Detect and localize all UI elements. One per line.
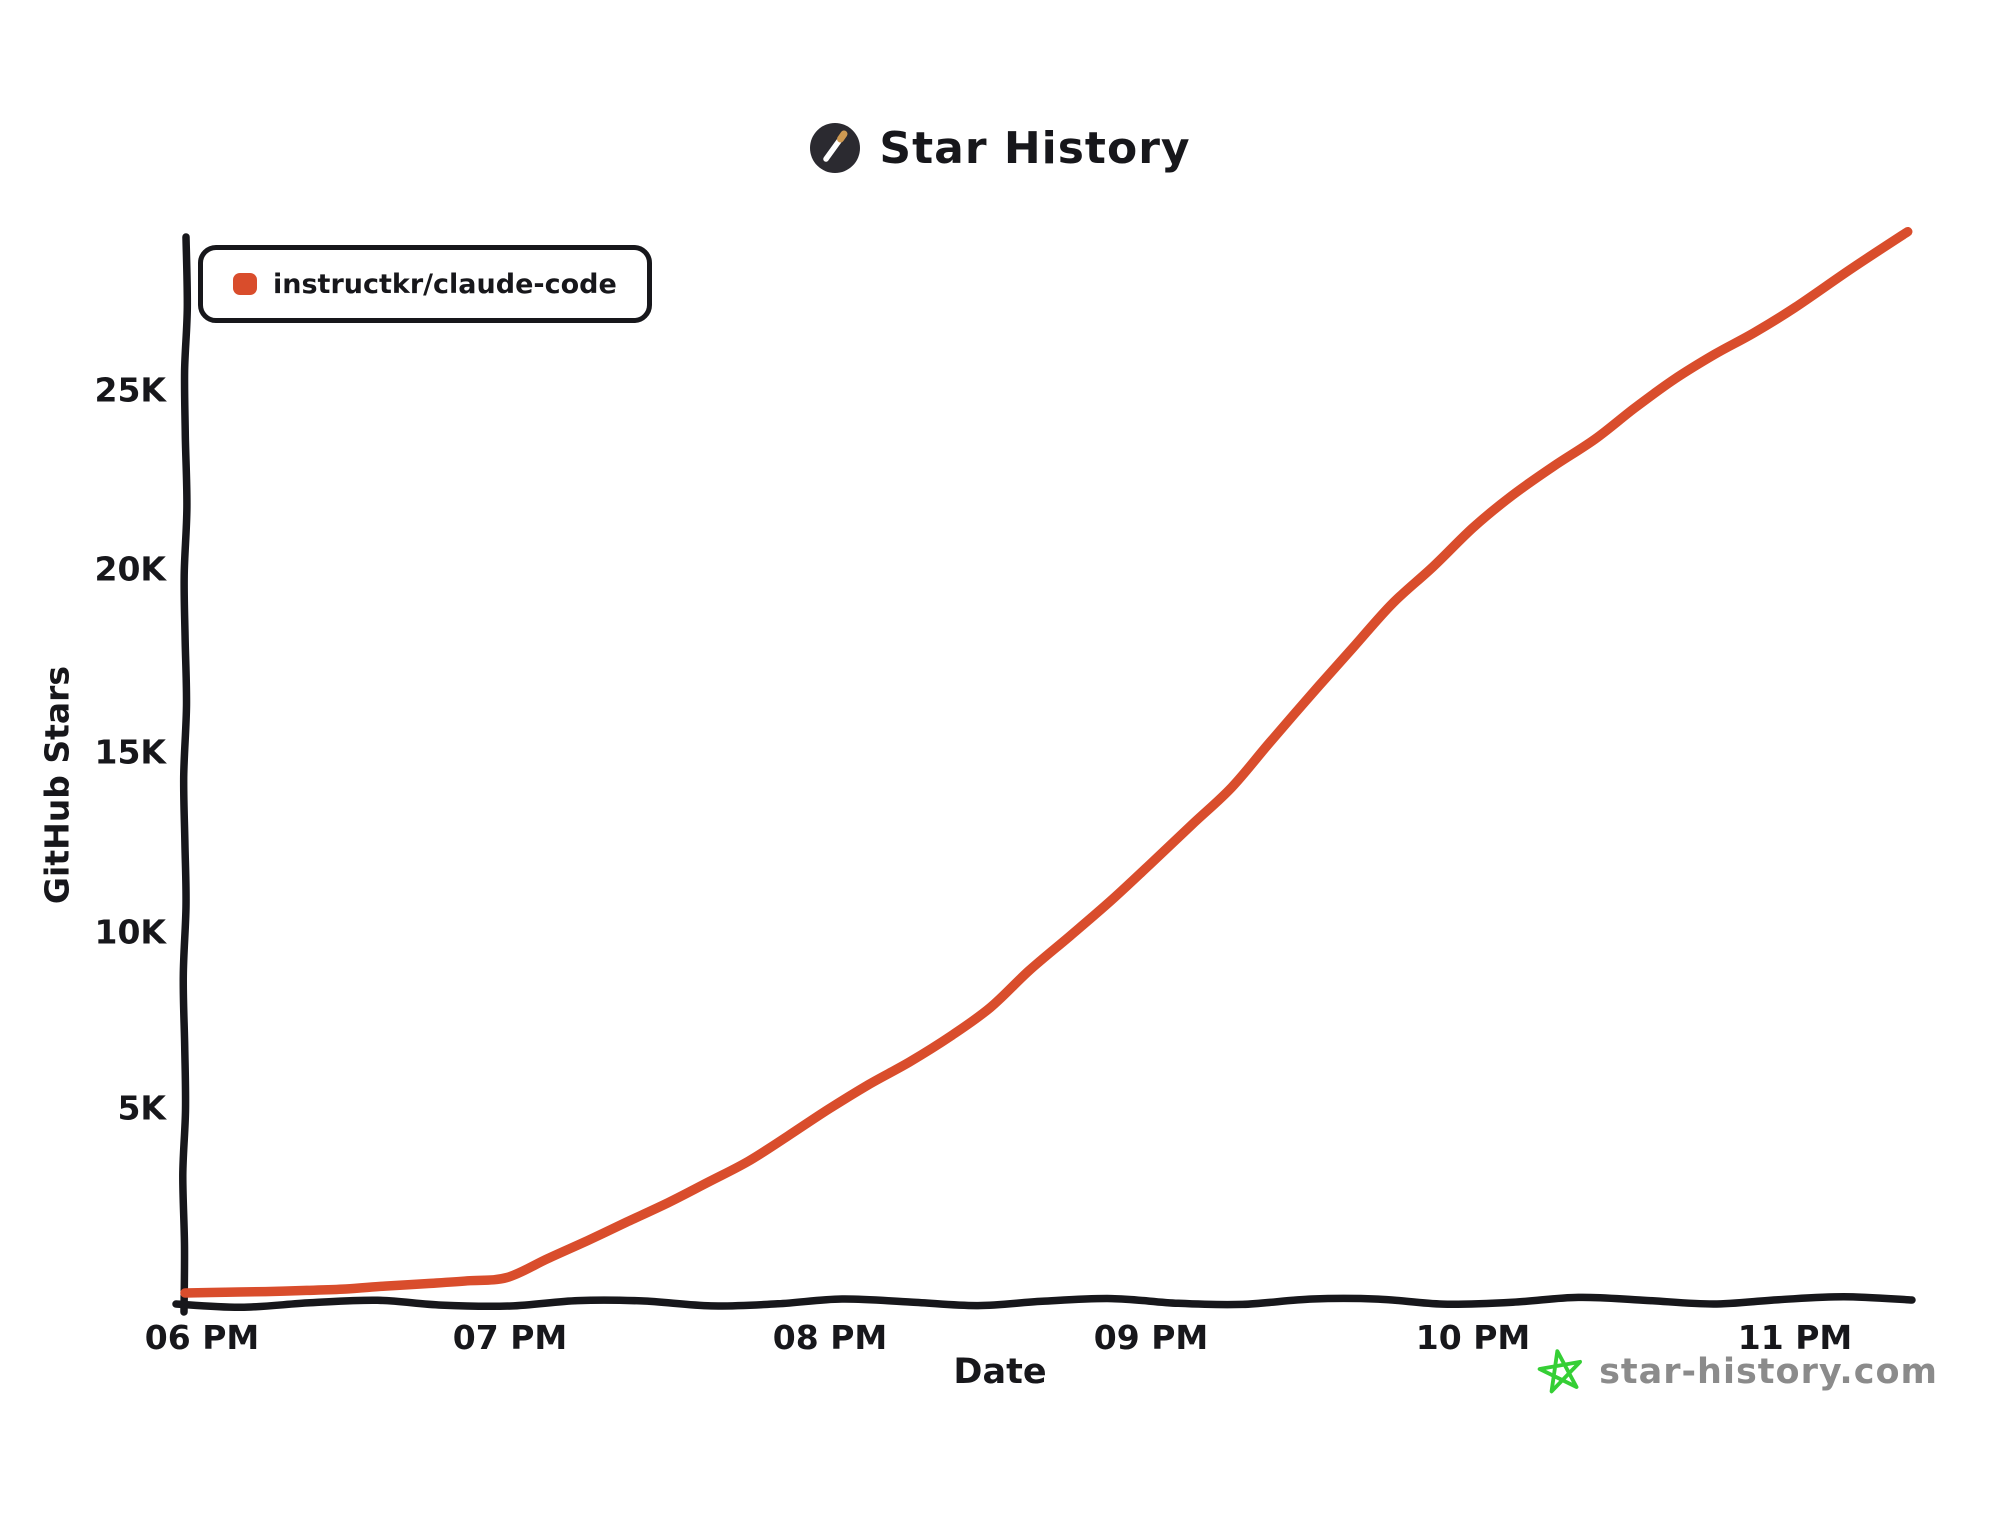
y-tick-10k: 10K bbox=[94, 912, 167, 952]
y-tick-25k: 25K bbox=[94, 370, 167, 410]
x-tick-10pm: 10 PM bbox=[1415, 1318, 1531, 1357]
y-tick-15k: 15K bbox=[94, 732, 167, 772]
green-star-icon bbox=[1537, 1349, 1583, 1394]
legend-series-marker bbox=[233, 273, 257, 295]
x-tick-08pm: 08 PM bbox=[772, 1318, 888, 1357]
x-tick-07pm: 07 PM bbox=[452, 1318, 568, 1357]
legend-series-label: instructkr/claude-code bbox=[273, 268, 617, 300]
x-tick-11pm: 11 PM bbox=[1737, 1318, 1853, 1357]
y-tick-5k: 5K bbox=[117, 1088, 166, 1128]
y-axis-line bbox=[179, 233, 192, 1316]
legend: instructkr/claude-code bbox=[198, 245, 652, 323]
watermark-text: star-history.com bbox=[1599, 1352, 1938, 1392]
page-title: Star History bbox=[879, 122, 1191, 174]
x-axis-title: Date bbox=[953, 1352, 1047, 1392]
y-axis-title: GitHub Stars bbox=[37, 665, 77, 905]
chart-title-block: Star History bbox=[0, 122, 2000, 174]
x-tick-09pm: 09 PM bbox=[1093, 1318, 1209, 1357]
star-history-logo-icon bbox=[810, 123, 861, 173]
series-line-instructkr-claude-code bbox=[180, 226, 1913, 1298]
x-axis-line bbox=[172, 1293, 1916, 1312]
x-tick-06pm: 06 PM bbox=[144, 1318, 260, 1357]
watermark: star-history.com bbox=[1537, 1348, 1938, 1396]
y-tick-20k: 20K bbox=[94, 549, 167, 589]
